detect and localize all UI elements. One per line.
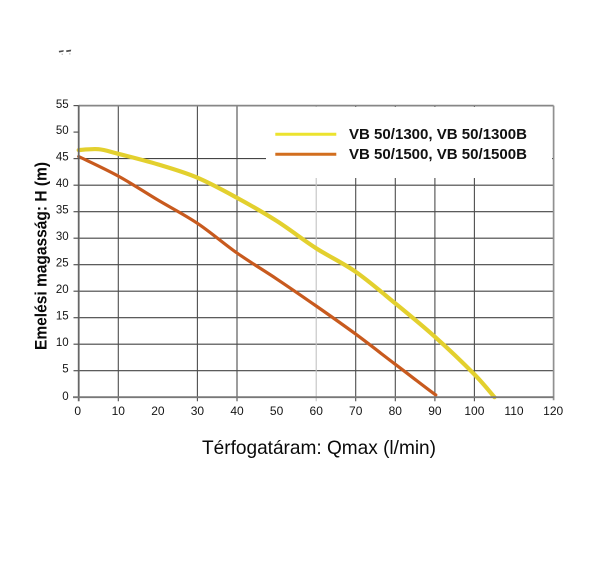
svg-text:60: 60: [310, 404, 324, 418]
svg-text:50: 50: [56, 125, 69, 137]
svg-text:20: 20: [56, 284, 69, 296]
svg-text:0: 0: [62, 391, 68, 403]
svg-text:120: 120: [543, 404, 563, 418]
svg-text:20: 20: [151, 404, 165, 418]
svg-text:90: 90: [428, 404, 442, 418]
svg-text:70: 70: [349, 404, 363, 418]
svg-text:35: 35: [56, 205, 69, 217]
svg-text:45: 45: [56, 152, 69, 164]
svg-text:40: 40: [230, 404, 244, 418]
svg-text:10: 10: [112, 404, 126, 418]
svg-text:15: 15: [56, 311, 69, 323]
svg-text:110: 110: [504, 404, 523, 418]
svg-text:30: 30: [56, 231, 69, 243]
svg-text:55: 55: [56, 99, 69, 111]
svg-text:40: 40: [56, 178, 69, 190]
svg-text:10: 10: [56, 337, 69, 349]
svg-text:Térfogatáram: Qmax (l/min): Térfogatáram: Qmax (l/min): [202, 437, 436, 459]
svg-text:Emelési magasság: H (m): Emelési magasság: H (m): [32, 162, 51, 350]
svg-text:50: 50: [270, 404, 284, 418]
svg-text:VB 50/1300, VB 50/1300B: VB 50/1300, VB 50/1300B: [349, 127, 527, 143]
svg-text:80: 80: [389, 404, 403, 418]
svg-text:0: 0: [74, 404, 81, 418]
svg-text:25: 25: [56, 258, 69, 270]
svg-text:30: 30: [191, 404, 205, 418]
svg-text:5: 5: [62, 364, 68, 376]
svg-text:VB 50/1500, VB 50/1500B: VB 50/1500, VB 50/1500B: [349, 147, 527, 163]
svg-text:100: 100: [464, 404, 484, 418]
